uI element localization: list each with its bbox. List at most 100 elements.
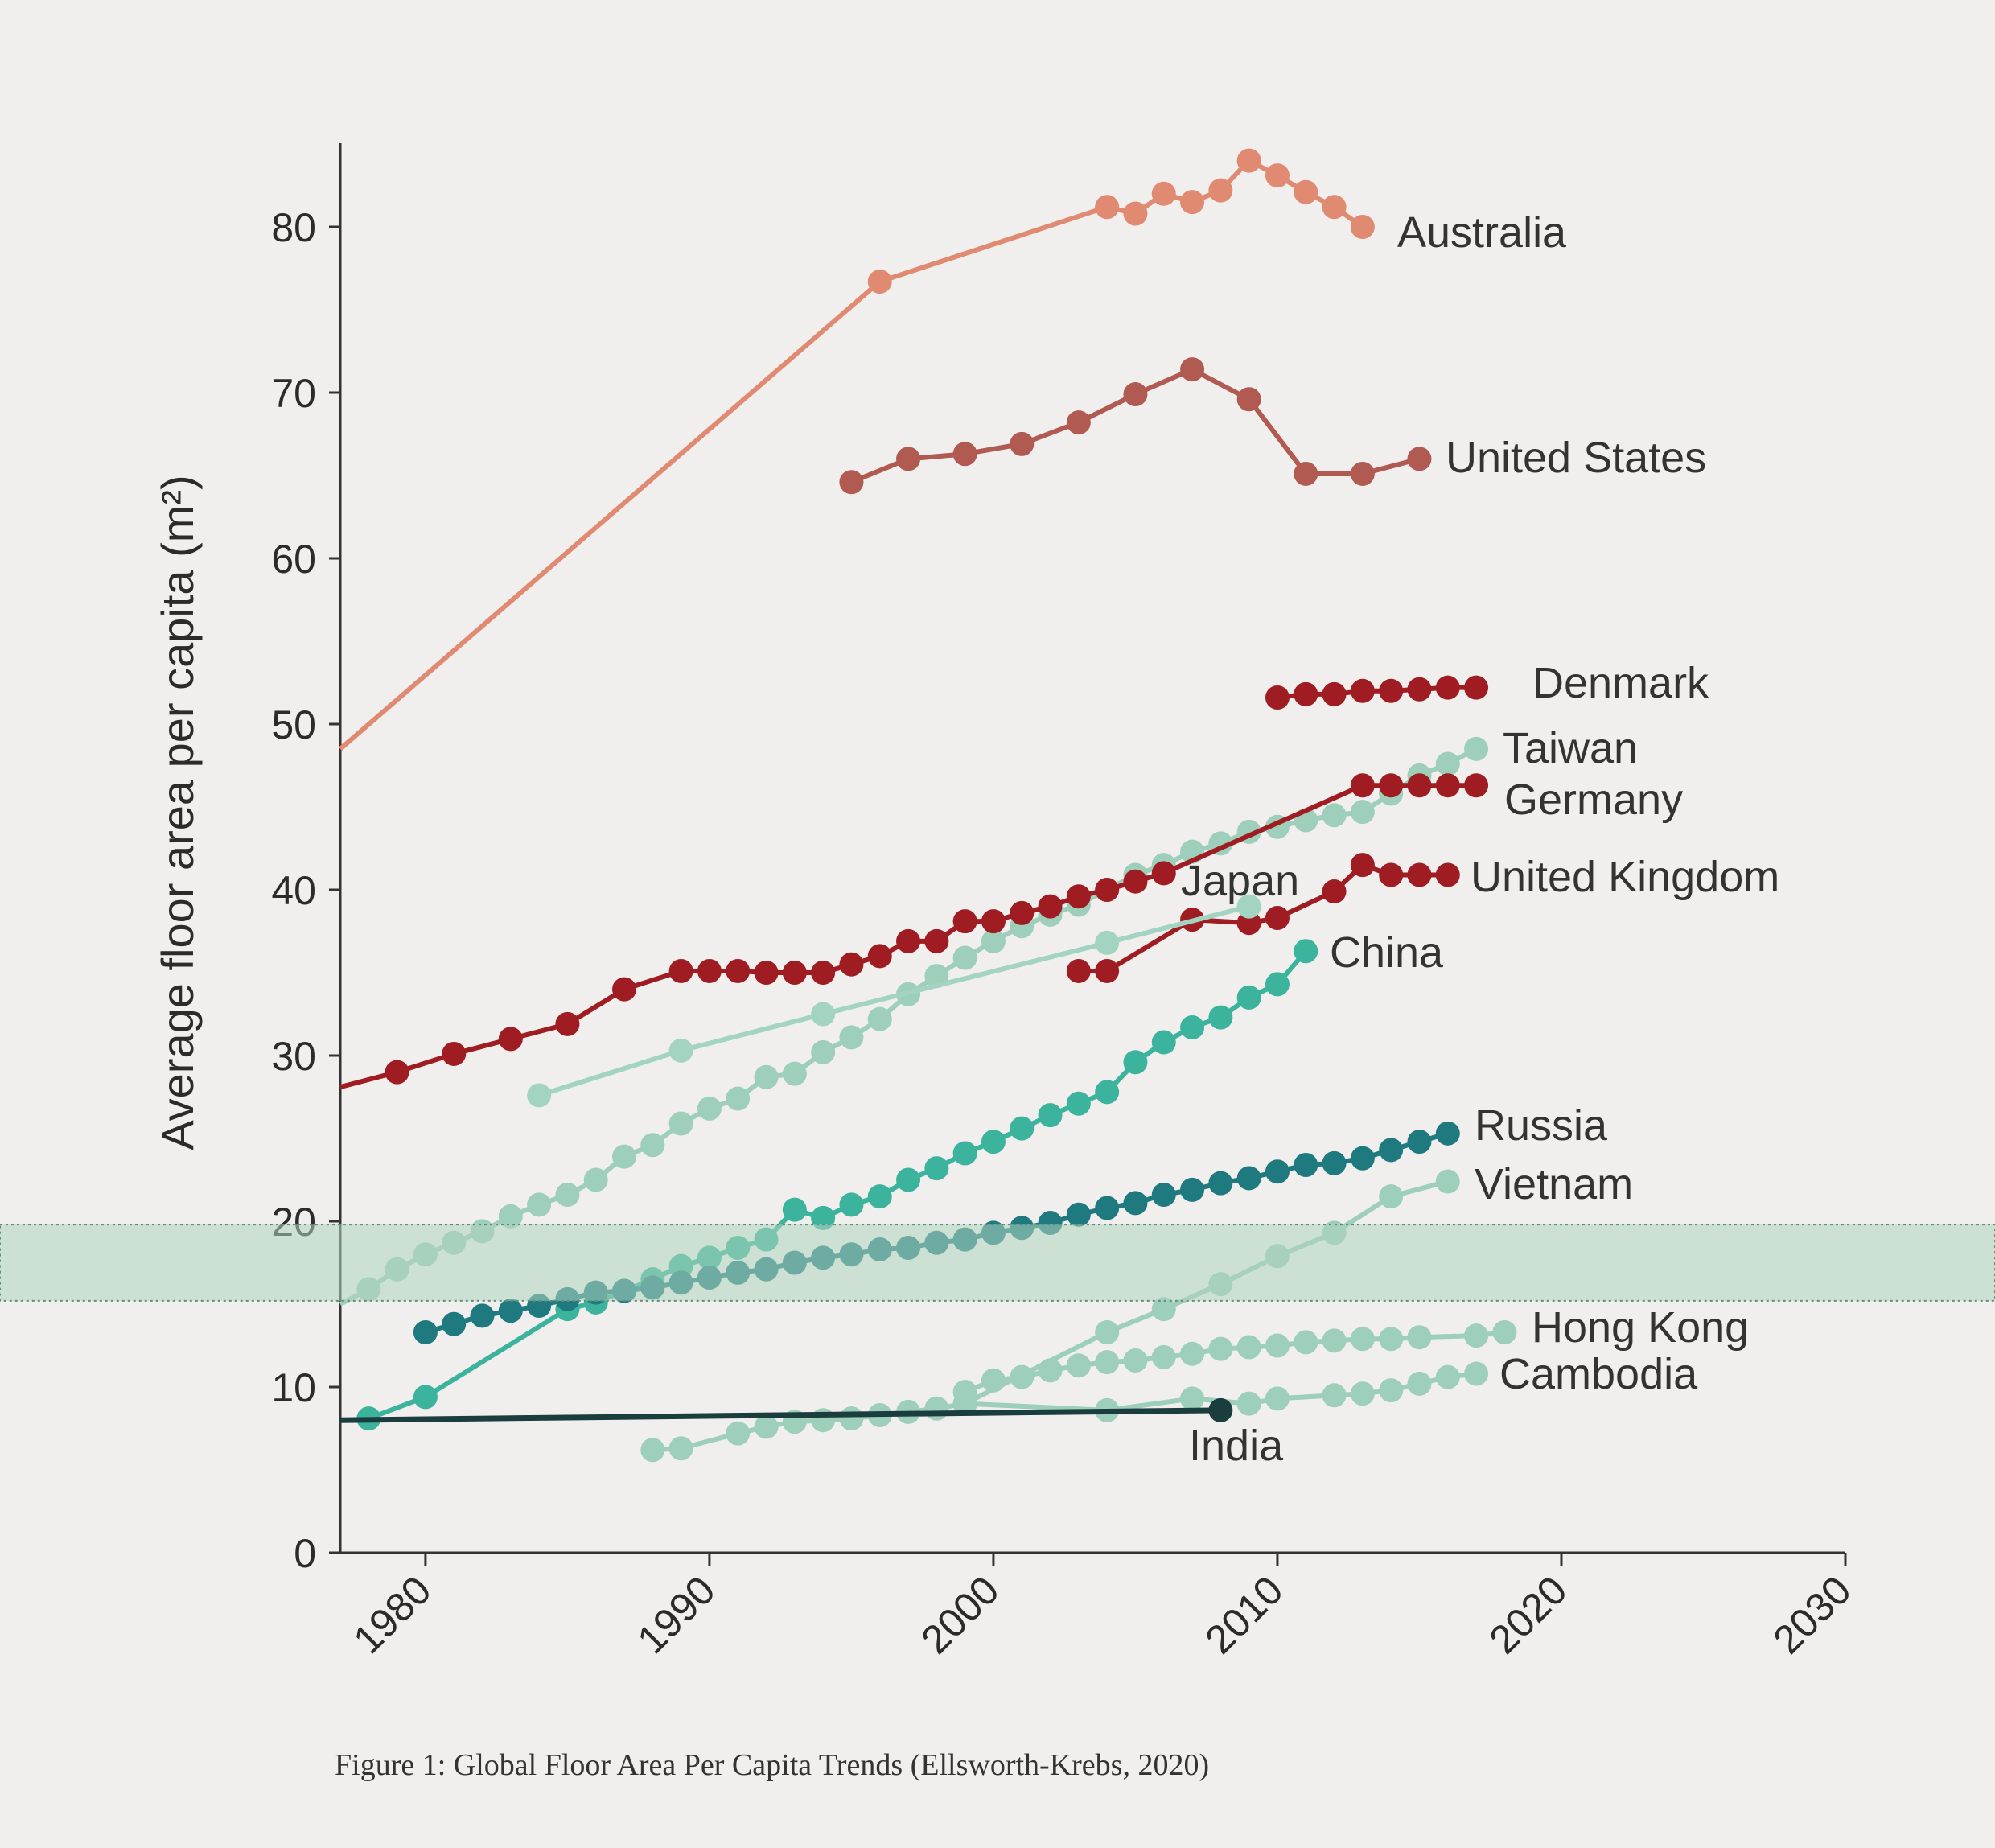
data-point-australia bbox=[1322, 195, 1347, 220]
series-australia bbox=[339, 148, 1375, 751]
series-label-germany: Germany bbox=[1504, 776, 1683, 824]
data-point-taiwan bbox=[1464, 736, 1489, 761]
data-point-united-kingdom bbox=[1236, 911, 1261, 936]
data-point-cambodia bbox=[1379, 1378, 1404, 1403]
data-point-taiwan bbox=[1435, 751, 1460, 776]
data-point-germany bbox=[981, 909, 1006, 934]
data-point-cambodia bbox=[1236, 1391, 1261, 1416]
data-point-cambodia bbox=[1322, 1383, 1347, 1408]
data-point-germany bbox=[697, 958, 722, 983]
figure-caption: Figure 1: Global Floor Area Per Capita T… bbox=[335, 1748, 1210, 1782]
series-label-hong-kong: Hong Kong bbox=[1532, 1303, 1749, 1352]
data-point-united-kingdom bbox=[1322, 879, 1347, 904]
data-point-germany bbox=[1151, 861, 1176, 886]
data-point-australia bbox=[1350, 215, 1375, 239]
data-point-hong-kong bbox=[1010, 1364, 1035, 1389]
data-point-australia bbox=[1151, 181, 1176, 206]
data-point-russia bbox=[1350, 1146, 1375, 1171]
data-point-united-states bbox=[1123, 382, 1148, 407]
data-point-united-states bbox=[896, 447, 921, 471]
series-india bbox=[339, 1397, 1233, 1423]
data-point-germany bbox=[1066, 884, 1091, 909]
data-point-australia bbox=[1180, 190, 1205, 215]
data-point-cambodia bbox=[924, 1396, 949, 1421]
data-point-germany bbox=[1407, 773, 1432, 798]
data-point-russia bbox=[1435, 1121, 1460, 1146]
data-point-taiwan bbox=[981, 928, 1006, 953]
data-point-taiwan bbox=[867, 1006, 892, 1031]
data-point-russia bbox=[1123, 1191, 1148, 1216]
data-point-russia bbox=[498, 1299, 523, 1323]
data-point-cambodia bbox=[1350, 1381, 1375, 1406]
data-point-australia bbox=[1265, 163, 1290, 188]
data-point-japan bbox=[1095, 930, 1120, 955]
data-point-australia bbox=[1095, 195, 1120, 220]
data-point-taiwan bbox=[754, 1064, 779, 1089]
data-point-united-kingdom bbox=[1095, 958, 1120, 983]
series-denmark bbox=[1265, 675, 1489, 710]
data-point-denmark bbox=[1265, 685, 1290, 710]
data-point-germany bbox=[612, 977, 637, 1002]
data-point-cambodia bbox=[811, 1408, 836, 1433]
series-label-denmark: Denmark bbox=[1532, 659, 1709, 707]
series-label-india: India bbox=[1189, 1422, 1284, 1470]
series-label-united-kingdom: United Kingdom bbox=[1471, 853, 1779, 901]
series-united-kingdom bbox=[1066, 853, 1460, 983]
data-point-hong-kong bbox=[1095, 1350, 1120, 1375]
data-point-united-states bbox=[1236, 387, 1261, 412]
data-point-united-states bbox=[1294, 461, 1318, 486]
data-point-germany bbox=[896, 928, 921, 953]
data-point-australia bbox=[867, 269, 892, 294]
data-point-united-kingdom bbox=[1066, 958, 1091, 983]
data-point-taiwan bbox=[726, 1086, 751, 1111]
data-point-hong-kong bbox=[1038, 1358, 1063, 1383]
series-hong-kong bbox=[952, 1320, 1517, 1405]
data-point-germany bbox=[1435, 773, 1460, 798]
data-point-hong-kong bbox=[1350, 1327, 1375, 1352]
data-point-germany bbox=[1123, 869, 1148, 894]
data-point-germany bbox=[811, 961, 836, 985]
data-point-china bbox=[1208, 1005, 1233, 1030]
data-point-taiwan bbox=[952, 945, 977, 970]
series-line-united-kingdom bbox=[1078, 862, 1448, 973]
data-point-cambodia bbox=[1464, 1361, 1489, 1386]
data-point-taiwan bbox=[839, 1025, 864, 1050]
data-point-germany bbox=[1464, 773, 1489, 798]
data-point-germany bbox=[952, 909, 977, 934]
data-point-russia bbox=[413, 1320, 438, 1345]
data-point-taiwan bbox=[668, 1111, 693, 1136]
highlight-band bbox=[0, 1224, 1995, 1301]
data-point-united-states bbox=[1180, 357, 1205, 382]
data-point-taiwan bbox=[527, 1192, 552, 1217]
data-point-germany bbox=[442, 1041, 467, 1066]
highlight-band-overlay bbox=[0, 1224, 1995, 1302]
data-point-china bbox=[1151, 1030, 1176, 1055]
data-point-taiwan bbox=[1350, 800, 1375, 825]
data-point-china bbox=[1294, 939, 1318, 964]
data-point-denmark bbox=[1350, 678, 1375, 703]
data-point-germany bbox=[754, 961, 779, 985]
data-point-china bbox=[924, 1156, 949, 1181]
data-point-hong-kong bbox=[1208, 1336, 1233, 1361]
data-point-russia bbox=[1265, 1159, 1290, 1184]
y-tick-label-80: 80 bbox=[271, 205, 316, 250]
data-point-japan bbox=[668, 1038, 693, 1063]
series-label-united-states: United States bbox=[1446, 434, 1706, 482]
data-point-hong-kong bbox=[1265, 1333, 1290, 1358]
y-tick-label-50: 50 bbox=[271, 702, 316, 747]
data-point-taiwan bbox=[782, 1061, 807, 1086]
series-label-vietnam: Vietnam bbox=[1475, 1160, 1633, 1208]
data-point-germany bbox=[1379, 773, 1404, 798]
data-point-china bbox=[896, 1167, 921, 1192]
data-point-germany bbox=[1010, 900, 1035, 925]
data-point-denmark bbox=[1322, 681, 1347, 706]
series-label-china: China bbox=[1330, 928, 1444, 977]
data-point-russia bbox=[1066, 1202, 1091, 1227]
data-point-germany bbox=[498, 1027, 523, 1052]
data-point-united-states bbox=[1350, 461, 1375, 486]
data-point-cambodia bbox=[640, 1438, 665, 1463]
series-united-states bbox=[839, 357, 1432, 495]
data-point-japan bbox=[811, 1002, 836, 1027]
data-point-russia bbox=[1294, 1152, 1318, 1177]
data-point-russia bbox=[1379, 1138, 1404, 1163]
